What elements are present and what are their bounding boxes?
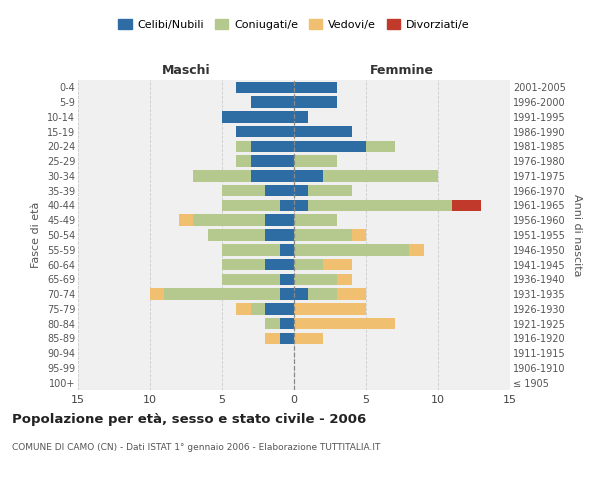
Bar bbox=[222, 200, 280, 211]
Bar bbox=[294, 156, 337, 167]
Bar bbox=[294, 259, 323, 270]
Bar bbox=[265, 185, 294, 196]
Bar bbox=[236, 126, 294, 138]
Bar bbox=[265, 229, 294, 241]
Text: Popolazione per età, sesso e stato civile - 2006: Popolazione per età, sesso e stato civil… bbox=[12, 412, 366, 426]
Bar bbox=[294, 140, 366, 152]
Bar bbox=[294, 332, 323, 344]
Bar bbox=[265, 214, 294, 226]
Bar bbox=[193, 170, 251, 181]
Bar bbox=[294, 214, 337, 226]
Bar bbox=[222, 274, 280, 285]
Bar bbox=[280, 332, 294, 344]
Bar bbox=[280, 200, 294, 211]
Bar bbox=[280, 274, 294, 285]
Bar bbox=[294, 200, 308, 211]
Bar bbox=[265, 332, 280, 344]
Bar bbox=[294, 318, 395, 330]
Bar bbox=[308, 185, 352, 196]
Bar bbox=[280, 318, 294, 330]
Bar bbox=[251, 96, 294, 108]
Bar bbox=[251, 156, 294, 167]
Bar bbox=[251, 140, 294, 152]
Text: Femmine: Femmine bbox=[370, 64, 434, 77]
Text: COMUNE DI CAMO (CN) - Dati ISTAT 1° gennaio 2006 - Elaborazione TUTTITALIA.IT: COMUNE DI CAMO (CN) - Dati ISTAT 1° genn… bbox=[12, 442, 380, 452]
Bar bbox=[164, 288, 280, 300]
Bar bbox=[280, 288, 294, 300]
Bar bbox=[294, 111, 308, 122]
Bar bbox=[294, 288, 308, 300]
Bar bbox=[294, 274, 337, 285]
Bar bbox=[265, 259, 294, 270]
Bar bbox=[294, 244, 409, 256]
Bar bbox=[236, 156, 251, 167]
Bar bbox=[294, 185, 308, 196]
Bar bbox=[294, 126, 352, 138]
Legend: Celibi/Nubili, Coniugati/e, Vedovi/e, Divorziati/e: Celibi/Nubili, Coniugati/e, Vedovi/e, Di… bbox=[115, 16, 473, 33]
Bar bbox=[222, 185, 265, 196]
Bar bbox=[323, 259, 352, 270]
Bar bbox=[337, 274, 352, 285]
Bar bbox=[308, 200, 452, 211]
Bar bbox=[294, 303, 366, 314]
Bar bbox=[409, 244, 424, 256]
Bar bbox=[193, 214, 265, 226]
Bar bbox=[366, 140, 395, 152]
Bar bbox=[179, 214, 193, 226]
Bar bbox=[251, 170, 294, 181]
Bar bbox=[294, 229, 352, 241]
Bar bbox=[352, 229, 366, 241]
Bar bbox=[222, 244, 280, 256]
Bar bbox=[294, 170, 323, 181]
Bar bbox=[236, 303, 251, 314]
Bar bbox=[452, 200, 481, 211]
Bar bbox=[294, 96, 337, 108]
Bar bbox=[236, 140, 251, 152]
Text: Maschi: Maschi bbox=[161, 64, 211, 77]
Bar bbox=[208, 229, 265, 241]
Bar bbox=[294, 82, 337, 93]
Bar bbox=[236, 82, 294, 93]
Bar bbox=[150, 288, 164, 300]
Bar bbox=[265, 303, 294, 314]
Y-axis label: Anni di nascita: Anni di nascita bbox=[572, 194, 583, 276]
Y-axis label: Fasce di età: Fasce di età bbox=[31, 202, 41, 268]
Bar bbox=[265, 318, 280, 330]
Bar bbox=[323, 170, 438, 181]
Bar bbox=[337, 288, 366, 300]
Bar bbox=[222, 259, 265, 270]
Bar bbox=[222, 111, 294, 122]
Bar bbox=[308, 288, 337, 300]
Bar bbox=[280, 244, 294, 256]
Bar bbox=[251, 303, 265, 314]
